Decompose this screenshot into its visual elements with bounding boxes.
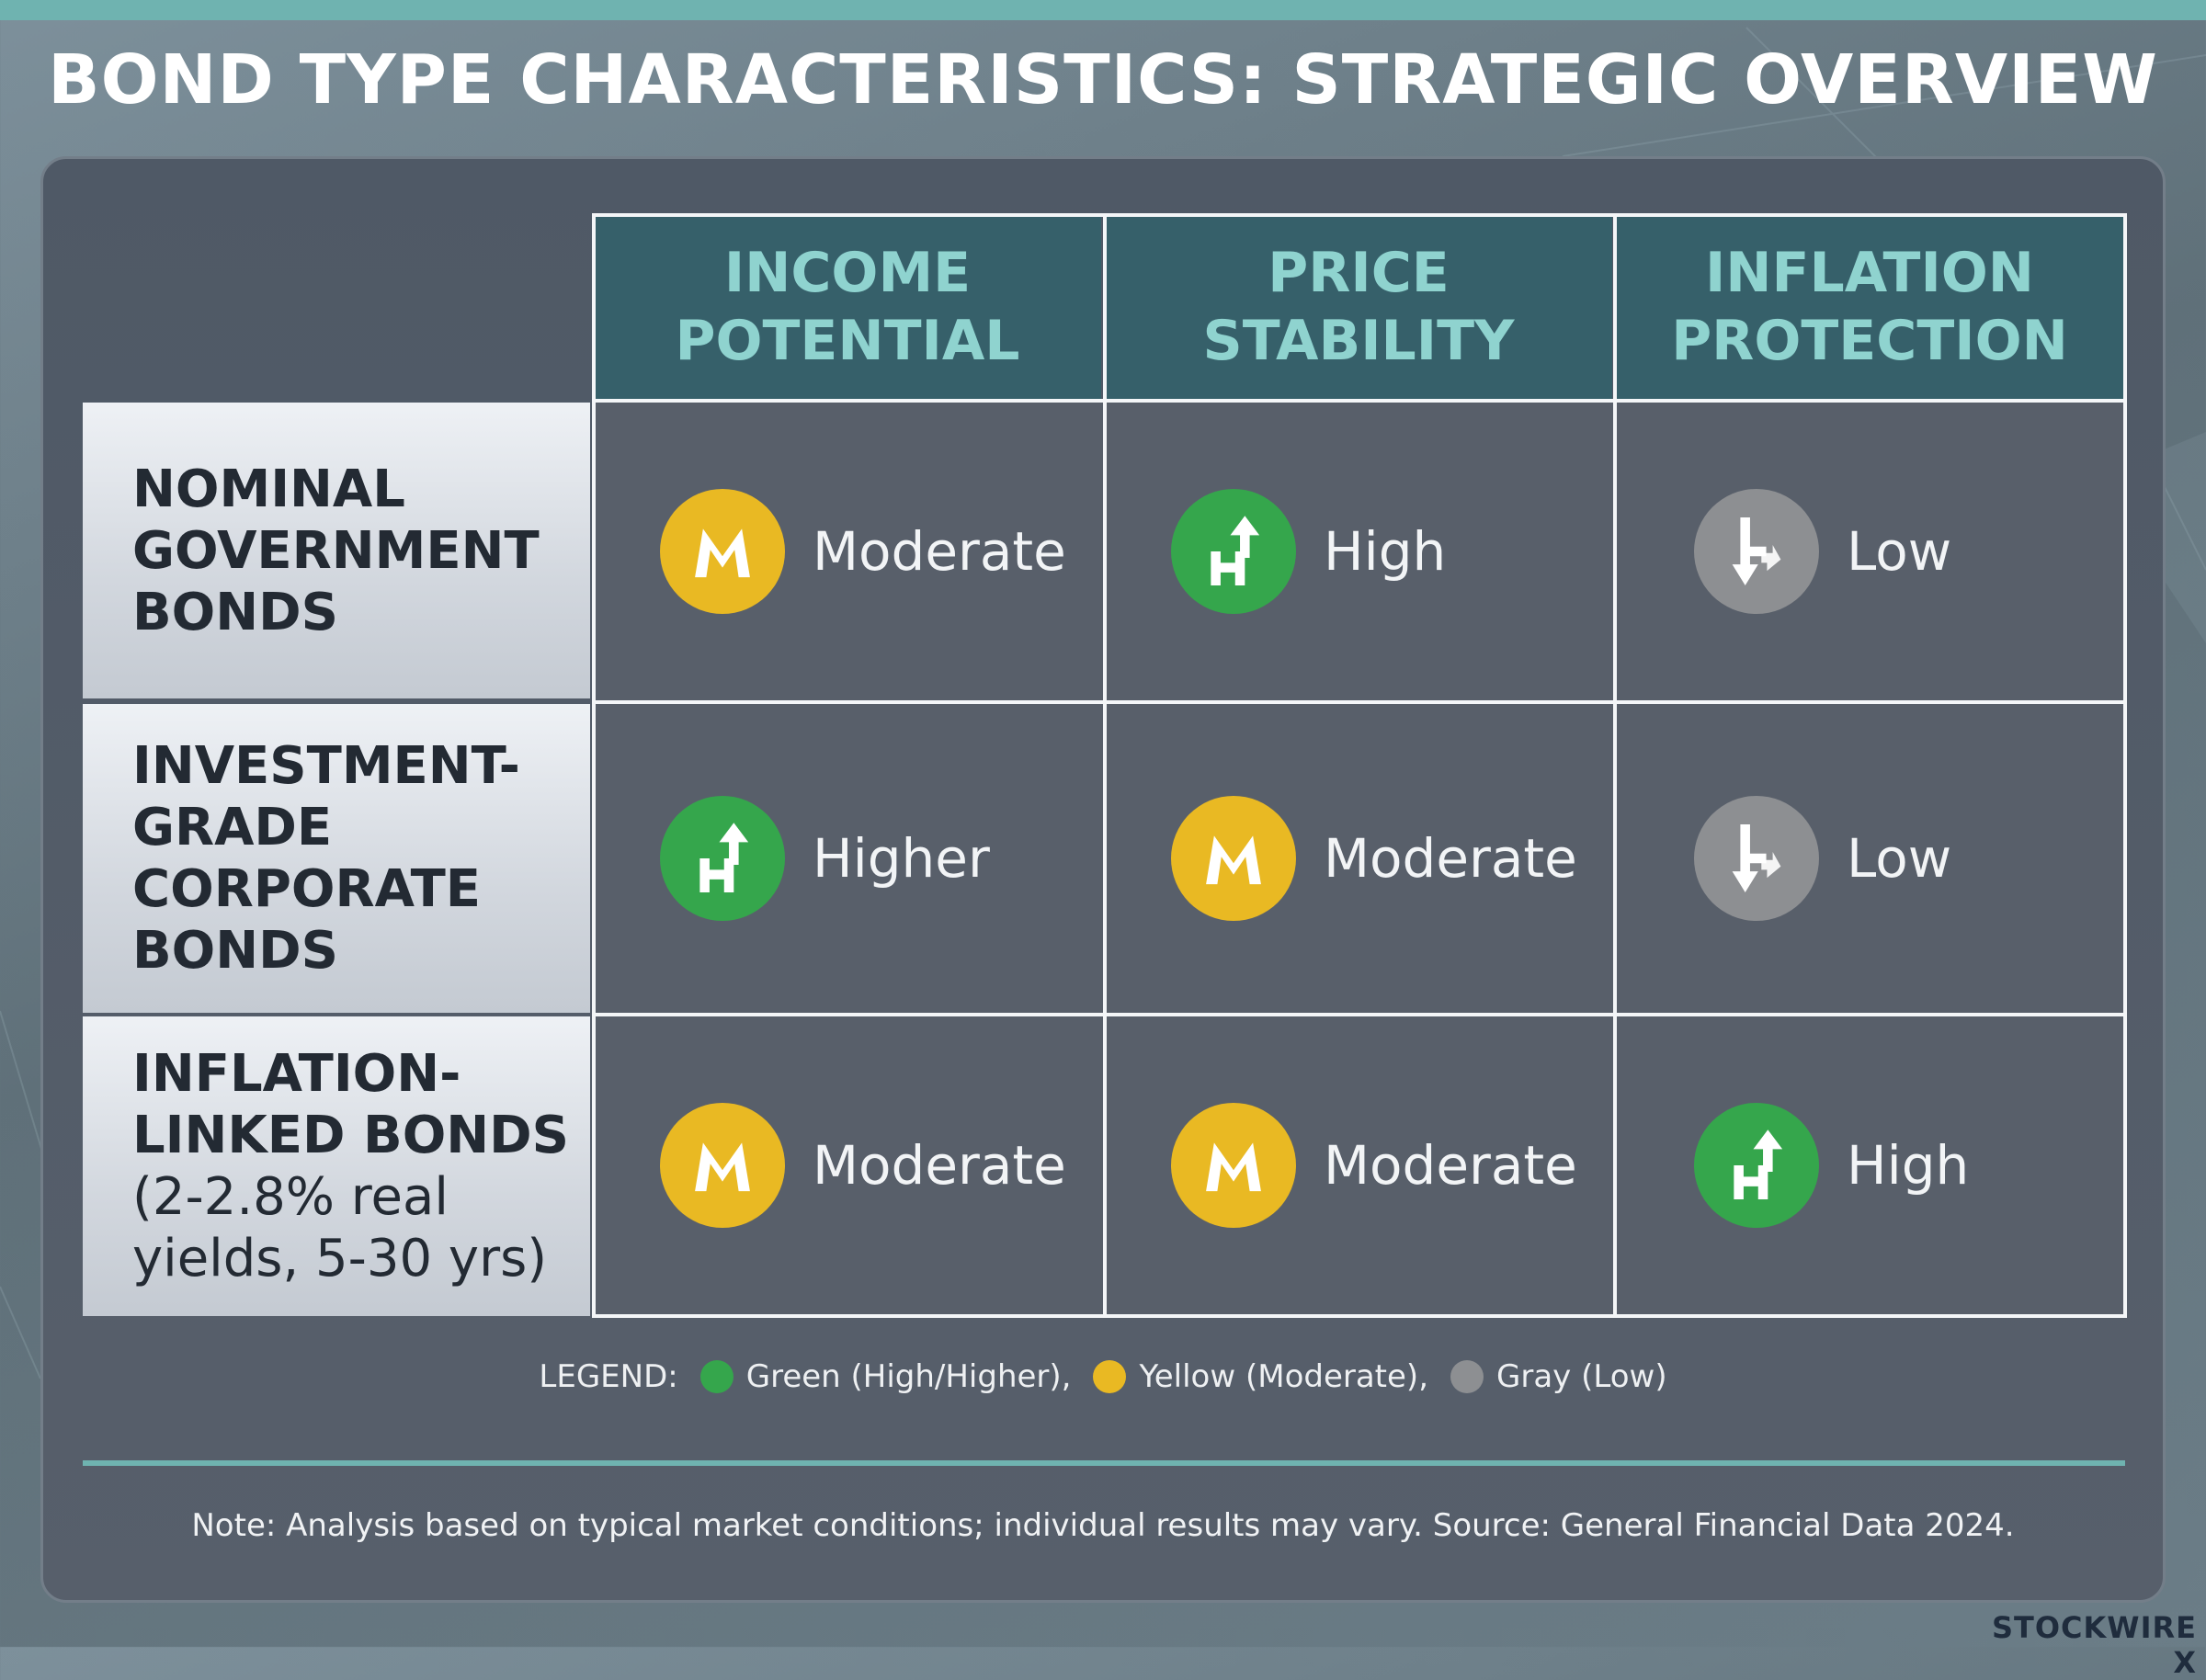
m-letter-icon [660, 489, 785, 614]
column-header-line: STABILITY [1202, 309, 1515, 373]
row-header-subtext: (2-2.8% real [132, 1167, 449, 1227]
legend: LEGEND: Green (High/Higher), Yellow (Mod… [0, 1358, 2206, 1395]
rating-cell: High [1107, 403, 1613, 700]
rating-label: Low [1847, 520, 1952, 583]
row-header-line: GRADE [132, 798, 333, 857]
page-title: BOND TYPE CHARACTERISTICS: STRATEGIC OVE… [48, 40, 2158, 119]
row-header-investment-grade-corporate-bonds: INVESTMENT- GRADE CORPORATE BONDS [83, 704, 590, 1013]
legend-dot-green [699, 1360, 733, 1393]
down-arrow-icon [1694, 489, 1819, 614]
rating-label: Higher [813, 827, 990, 890]
row-header-line: NOMINAL [132, 459, 405, 519]
legend-label: Gray (Low) [1496, 1358, 1667, 1395]
row-header-line: BONDS [132, 921, 338, 981]
rating-cell: Low [1617, 403, 2123, 700]
rating-label: High [1847, 1134, 1970, 1197]
column-header-line: PRICE [1268, 241, 1450, 305]
rating-label: High [1324, 520, 1447, 583]
rating-cell: Moderate [596, 403, 1103, 700]
row-header-line: INVESTMENT- [132, 736, 520, 796]
rating-cell: Moderate [596, 1016, 1103, 1314]
rating-cell: Moderate [1107, 704, 1613, 1013]
rating-label: Moderate [813, 520, 1066, 583]
h-up-arrow-icon [660, 796, 785, 921]
rating-cell: Low [1617, 704, 2123, 1013]
legend-label: Yellow (Moderate), [1139, 1358, 1429, 1395]
rating-cell: Moderate [1107, 1016, 1613, 1314]
legend-dot-gray [1450, 1360, 1484, 1393]
row-header-line: LINKED BONDS [132, 1106, 569, 1165]
brand-logo: STOCKWIRE X [1991, 1610, 2197, 1680]
h-up-arrow-icon [1171, 489, 1296, 614]
row-header-line: CORPORATE [132, 859, 482, 919]
column-header-line: POTENTIAL [675, 309, 1020, 373]
m-letter-icon [1171, 796, 1296, 921]
legend-dot-yellow [1093, 1360, 1127, 1393]
source-note: Note: Analysis based on typical market c… [191, 1507, 2015, 1544]
h-up-arrow-icon [1694, 1103, 1819, 1228]
row-header-inflation-linked-bonds: INFLATION- LINKED BONDS (2-2.8% real yie… [83, 1016, 590, 1316]
m-letter-icon [1171, 1103, 1296, 1228]
column-header-line: PROTECTION [1671, 309, 2068, 373]
legend-label: Green (High/Higher), [745, 1358, 1072, 1395]
rating-label: Low [1847, 827, 1952, 890]
m-letter-icon [660, 1103, 785, 1228]
row-header-nominal-government-bonds: NOMINAL GOVERNMENT BONDS [83, 403, 590, 698]
column-header-inflation-protection: INFLATION PROTECTION [1616, 215, 2123, 399]
rating-cell: Higher [596, 704, 1103, 1013]
column-header-price-stability: PRICE STABILITY [1105, 215, 1612, 399]
row-header-line: BONDS [132, 582, 338, 642]
column-header-line: INCOME [723, 241, 972, 305]
column-header-line: INFLATION [1704, 241, 2034, 305]
rating-label: Moderate [1324, 1134, 1577, 1197]
rating-label: Moderate [813, 1134, 1066, 1197]
divider-rule [83, 1460, 2125, 1466]
top-accent-strip [0, 0, 2206, 20]
rating-cell: High [1617, 1016, 2123, 1314]
row-header-line: INFLATION- [132, 1044, 461, 1104]
column-header-income-potential: INCOME POTENTIAL [594, 215, 1101, 399]
down-arrow-icon [1694, 796, 1819, 921]
row-header-line: GOVERNMENT [132, 520, 540, 581]
rating-label: Moderate [1324, 827, 1577, 890]
row-header-subtext: yields, 5-30 yrs) [132, 1229, 548, 1288]
legend-prefix: LEGEND: [539, 1358, 678, 1395]
